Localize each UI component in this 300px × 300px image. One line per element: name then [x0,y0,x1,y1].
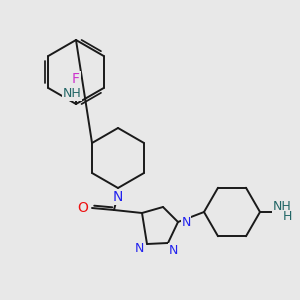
Text: NH: NH [273,200,291,214]
Text: N: N [181,215,191,229]
Text: N: N [113,190,123,204]
Text: H: H [282,211,292,224]
Text: O: O [78,201,88,215]
Text: N: N [134,242,144,254]
Text: F: F [72,72,80,86]
Text: NH: NH [63,87,81,100]
Text: N: N [168,244,178,256]
